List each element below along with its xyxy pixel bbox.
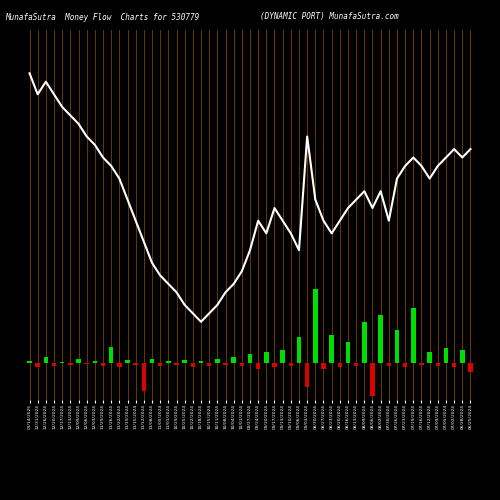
Bar (256, 363, 260, 369)
Bar (386, 363, 391, 366)
Bar (117, 363, 121, 368)
Bar (101, 363, 105, 366)
Bar (240, 363, 244, 366)
Bar (321, 363, 326, 369)
Bar (248, 354, 252, 363)
Bar (36, 363, 40, 366)
Bar (92, 361, 97, 363)
Bar (150, 360, 154, 363)
Bar (166, 361, 170, 363)
Bar (84, 363, 89, 364)
Bar (224, 363, 228, 365)
Bar (174, 363, 179, 365)
Bar (354, 363, 358, 366)
Bar (362, 322, 366, 363)
Text: (DYNAMIC PORT) MunafaSutra.com: (DYNAMIC PORT) MunafaSutra.com (260, 12, 399, 22)
Bar (468, 363, 472, 372)
Bar (313, 289, 318, 363)
Bar (280, 350, 285, 363)
Bar (52, 363, 56, 366)
Bar (394, 330, 399, 363)
Bar (330, 335, 334, 363)
Bar (264, 352, 268, 363)
Bar (305, 363, 310, 386)
Bar (134, 363, 138, 365)
Text: MunafaSutra  Money Flow  Charts for 530779: MunafaSutra Money Flow Charts for 530779 (5, 12, 199, 22)
Bar (190, 363, 195, 366)
Bar (232, 357, 236, 363)
Bar (182, 360, 187, 363)
Bar (297, 337, 301, 363)
Bar (378, 315, 383, 363)
Bar (44, 357, 48, 363)
Bar (338, 363, 342, 366)
Bar (452, 363, 456, 366)
Bar (76, 360, 81, 363)
Bar (207, 363, 212, 366)
Bar (419, 363, 424, 365)
Bar (199, 361, 203, 363)
Bar (444, 348, 448, 363)
Bar (28, 361, 32, 363)
Bar (411, 308, 416, 363)
Bar (403, 363, 407, 366)
Bar (142, 363, 146, 391)
Bar (436, 363, 440, 366)
Bar (60, 362, 64, 363)
Bar (370, 363, 374, 396)
Bar (68, 363, 72, 365)
Bar (109, 346, 114, 363)
Bar (126, 360, 130, 363)
Bar (272, 363, 276, 366)
Bar (158, 363, 162, 366)
Bar (428, 352, 432, 363)
Bar (288, 363, 293, 366)
Bar (215, 360, 220, 363)
Bar (460, 350, 464, 363)
Bar (346, 342, 350, 363)
